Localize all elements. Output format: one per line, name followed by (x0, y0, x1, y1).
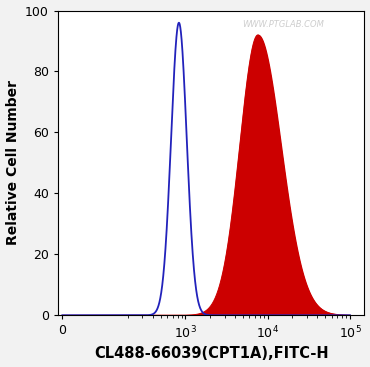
Y-axis label: Relative Cell Number: Relative Cell Number (6, 80, 20, 246)
Text: WWW.PTGLAB.COM: WWW.PTGLAB.COM (242, 20, 324, 29)
X-axis label: CL488-66039(CPT1A),FITC-H: CL488-66039(CPT1A),FITC-H (94, 346, 329, 361)
